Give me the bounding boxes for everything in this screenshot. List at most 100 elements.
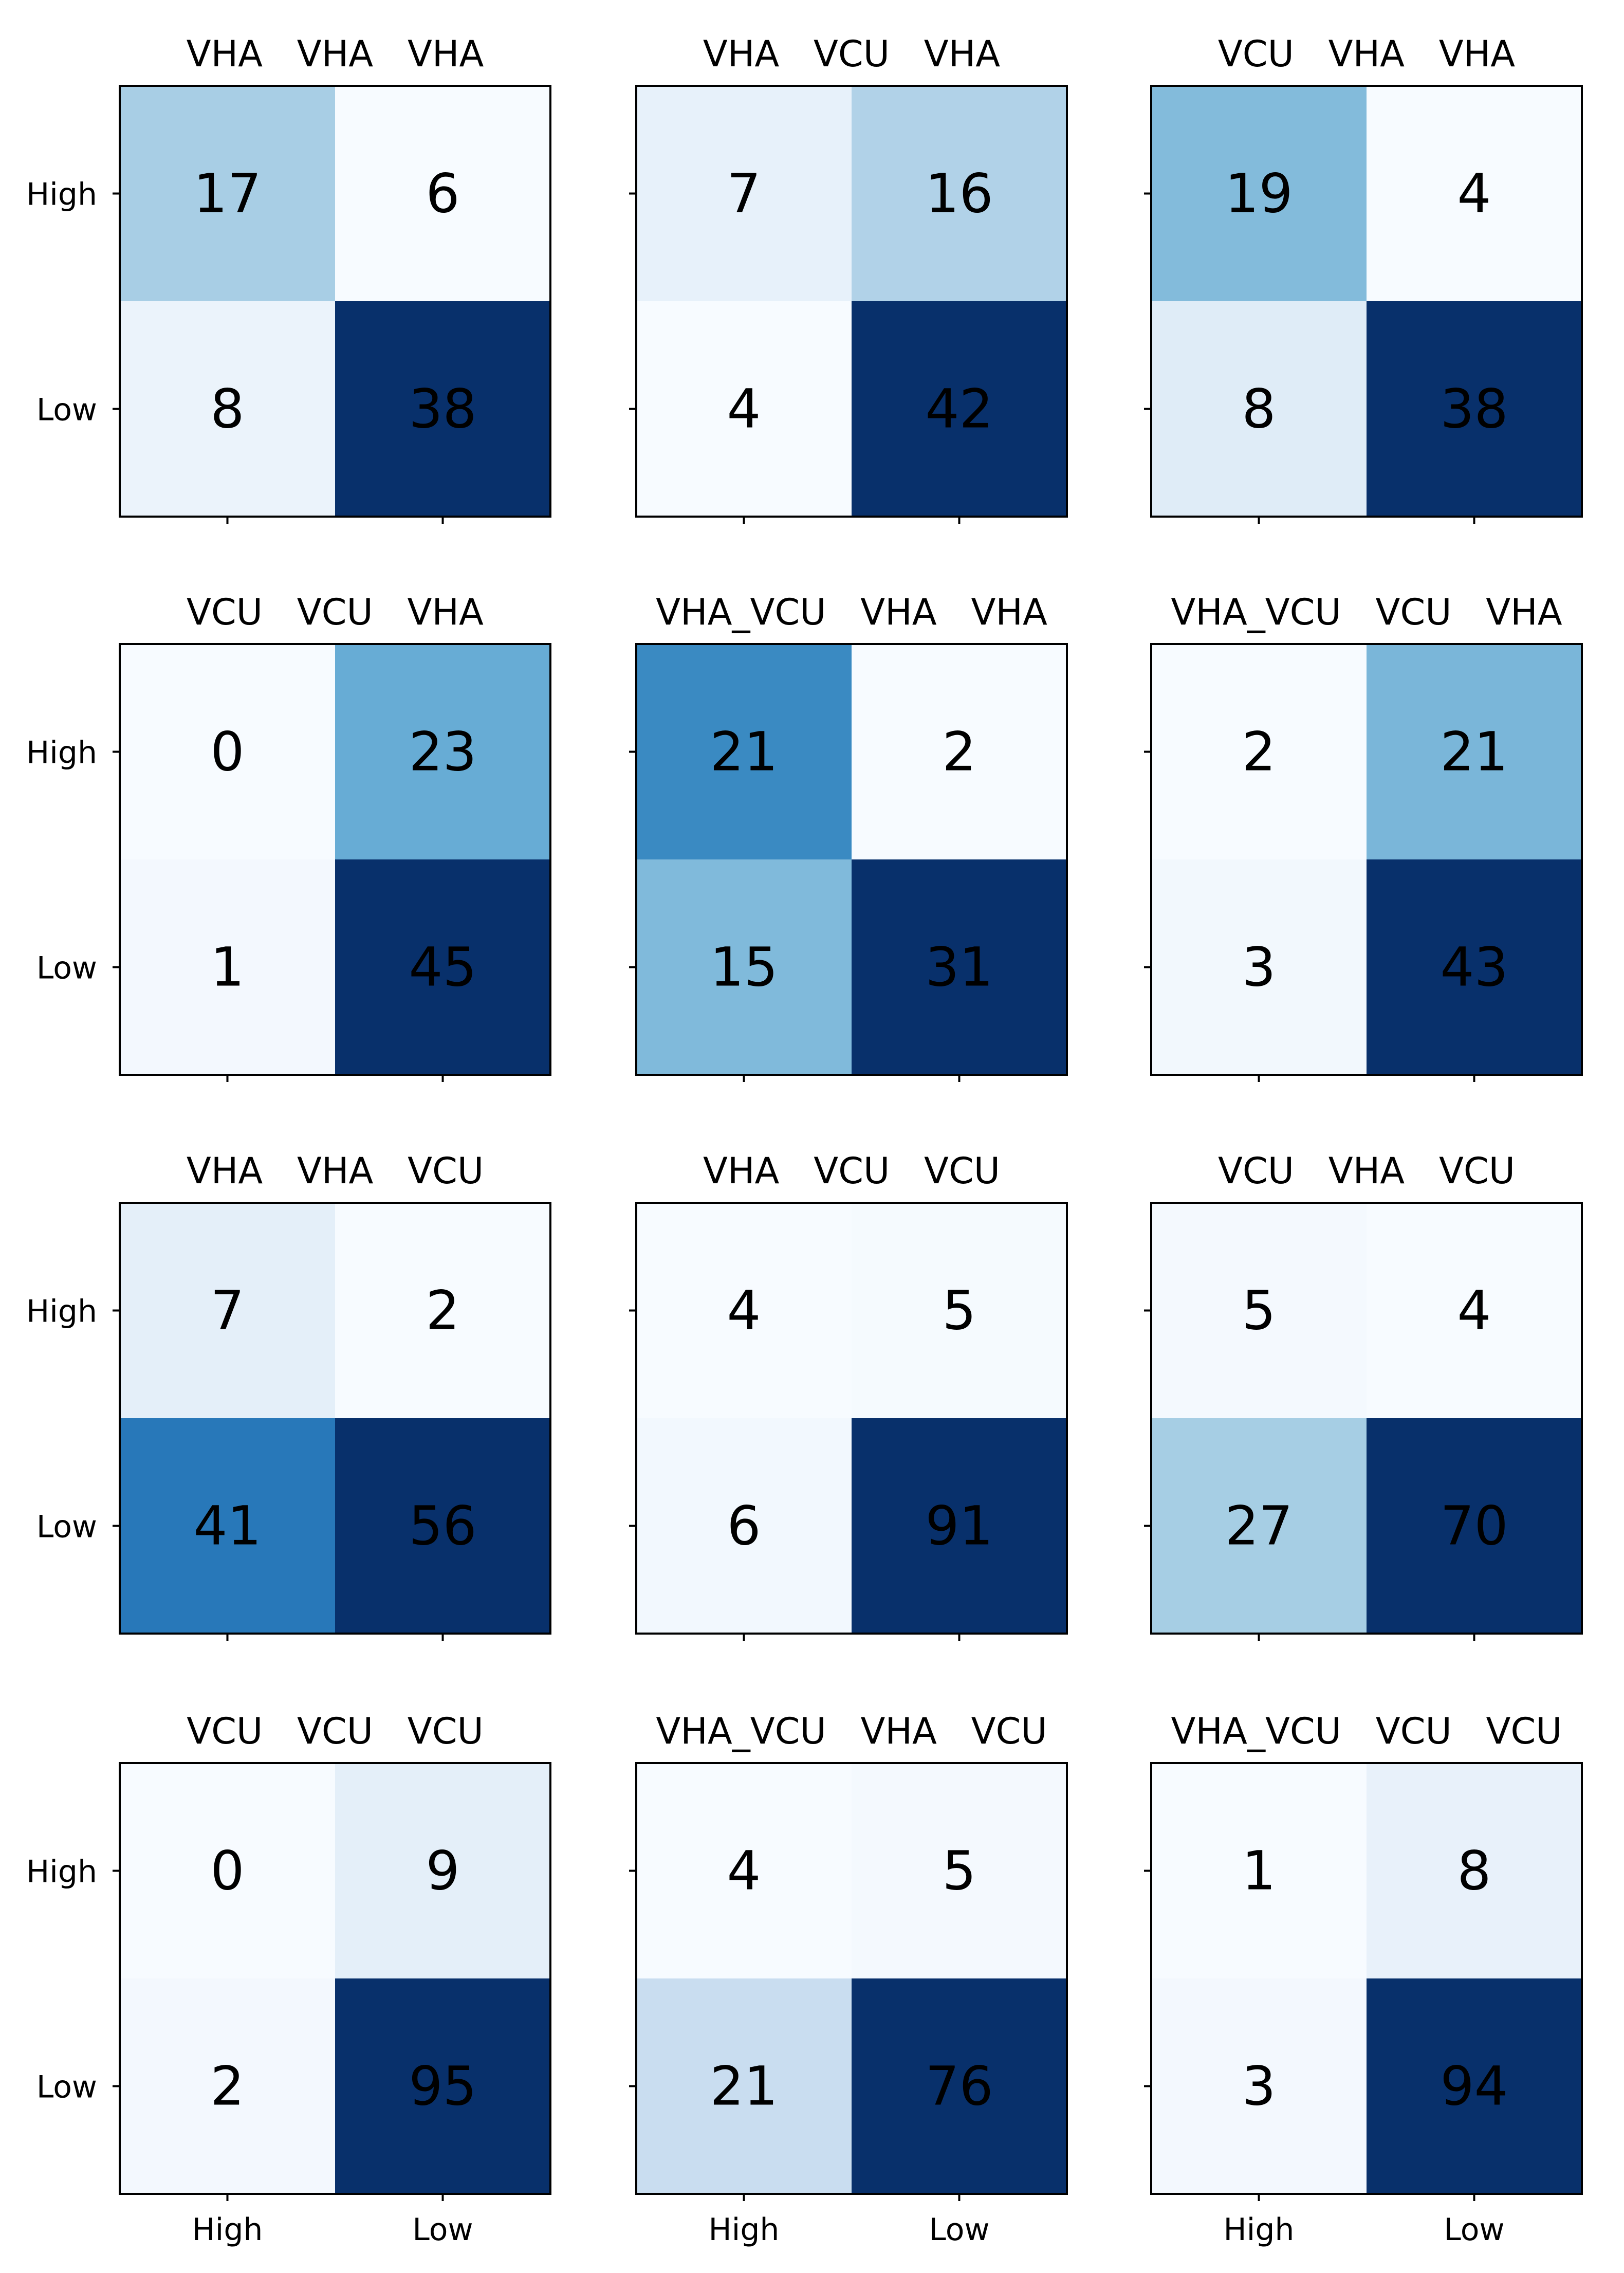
- y-tick-label: Low: [36, 950, 97, 986]
- heatmap-cell: [335, 1763, 550, 1978]
- cell-value-label: 7: [727, 162, 761, 225]
- heatmap-cell: [852, 301, 1067, 517]
- cell-value-label: 8: [210, 378, 244, 441]
- heatmap-cell: [335, 301, 550, 517]
- cell-value-label: 91: [925, 1495, 993, 1557]
- cell-value-label: 31: [925, 936, 993, 999]
- heatmap-cell: [636, 1978, 852, 2194]
- cell-value-label: 23: [409, 721, 476, 783]
- y-tick-label: High: [26, 735, 97, 771]
- panel-title: VHA VHA VCU: [187, 1150, 484, 1192]
- heatmap-cell: [1367, 1978, 1582, 2194]
- y-tick-label: Low: [36, 392, 97, 428]
- x-tick-label: Low: [929, 2212, 989, 2248]
- cell-value-label: 56: [409, 1495, 476, 1557]
- cell-value-label: 8: [1242, 378, 1276, 441]
- heatmap-cell: [636, 301, 852, 517]
- x-tick-label: High: [192, 2212, 263, 2248]
- heatmap-frame: [635, 1202, 1068, 1635]
- heatmap-cell: [1367, 1203, 1582, 1418]
- heatmap-cell: [120, 301, 335, 517]
- cell-value-label: 4: [1457, 162, 1491, 225]
- cell-value-label: 21: [710, 721, 778, 783]
- cell-value-label: 38: [409, 378, 476, 441]
- cell-value-label: 15: [710, 936, 778, 999]
- heatmap-cell: [1367, 859, 1582, 1075]
- cell-value-label: 2: [1242, 721, 1276, 783]
- heatmap-cell: [1151, 1418, 1367, 1634]
- heatmap-cell: [335, 86, 550, 301]
- heatmap-cell: [852, 1763, 1067, 1978]
- confusion-matrix-panel: VHA_VCU VHA VCU 4 5 21 76 High Low: [629, 1710, 1068, 2248]
- panel-title: VHA_VCU VHA VHA: [656, 591, 1047, 633]
- heatmap-cell: [852, 1978, 1067, 2194]
- heatmap-cell: [852, 1418, 1067, 1634]
- heatmap-cell: [335, 644, 550, 859]
- x-tick-label: High: [1224, 2212, 1295, 2248]
- y-tick-label: High: [26, 1294, 97, 1330]
- confusion-matrix-panel: VHA_VCU VCU VCU 1 8 3 94 High Low: [1144, 1710, 1583, 2248]
- cell-value-label: 0: [210, 1840, 244, 1902]
- cell-value-label: 3: [1242, 936, 1276, 999]
- heatmap-frame: [119, 85, 551, 518]
- heatmap-frame: [1150, 1762, 1583, 2195]
- heatmap-cell: [1367, 301, 1582, 517]
- heatmap-cell: [636, 859, 852, 1075]
- heatmap-cell: [120, 1978, 335, 2194]
- heatmap-cell: [852, 644, 1067, 859]
- heatmap-cell: [335, 1418, 550, 1634]
- heatmap-cell: [1367, 86, 1582, 301]
- heatmap-cell: [1367, 1418, 1582, 1634]
- y-tick-label: High: [26, 1854, 97, 1890]
- heatmap-cell: [1151, 1763, 1367, 1978]
- heatmap-cell: [120, 1418, 335, 1634]
- confusion-matrix-panel: VHA VCU VHA 7 16 4 42: [629, 33, 1068, 524]
- cell-value-label: 4: [1457, 1279, 1491, 1342]
- heatmap-cell: [1367, 1763, 1582, 1978]
- heatmap-cell: [335, 1978, 550, 2194]
- y-tick-label: Low: [36, 2069, 97, 2105]
- cell-value-label: 19: [1225, 162, 1293, 225]
- y-tick-label: Low: [36, 1509, 97, 1545]
- heatmap-cell: [335, 859, 550, 1075]
- confusion-matrix-panel: VCU VHA VCU 5 4 27 70: [1144, 1150, 1583, 1641]
- cell-value-label: 17: [193, 162, 261, 225]
- heatmap-cell: [636, 1763, 852, 1978]
- cell-value-label: 76: [925, 2055, 993, 2118]
- cell-value-label: 70: [1440, 1495, 1508, 1557]
- confusion-matrix-panel: VHA VHA VCU 7 2 41 56 High Low: [26, 1150, 551, 1641]
- heatmap-cell: [120, 1203, 335, 1418]
- heatmap-cell: [1151, 859, 1367, 1075]
- cell-value-label: 8: [1457, 1840, 1491, 1902]
- cell-value-label: 0: [210, 721, 244, 783]
- heatmap-frame: [119, 643, 551, 1076]
- cell-value-label: 21: [1440, 721, 1508, 783]
- cell-value-label: 21: [710, 2055, 778, 2118]
- panel-title: VHA VCU VHA: [703, 33, 1000, 75]
- cell-value-label: 2: [942, 721, 976, 783]
- cell-value-label: 5: [1242, 1279, 1276, 1342]
- cell-value-label: 6: [727, 1495, 761, 1557]
- cell-value-label: 7: [210, 1279, 244, 1342]
- heatmap-frame: [1150, 643, 1583, 1076]
- cell-value-label: 1: [210, 936, 244, 999]
- cell-value-label: 6: [426, 162, 459, 225]
- x-tick-label: Low: [1444, 2212, 1504, 2248]
- cell-value-label: 16: [925, 162, 993, 225]
- panel-title: VHA VCU VCU: [703, 1150, 1000, 1192]
- y-tick-label: High: [26, 177, 97, 213]
- cell-value-label: 94: [1440, 2055, 1508, 2118]
- confusion-matrix-panel: VCU VCU VHA 0 23 1 45 High Low: [26, 591, 551, 1082]
- heatmap-frame: [1150, 1202, 1583, 1635]
- heatmap-frame: [119, 1762, 551, 2195]
- heatmap-cell: [852, 1203, 1067, 1418]
- cell-value-label: 5: [942, 1279, 976, 1342]
- cell-value-label: 9: [426, 1840, 459, 1902]
- heatmap-cell: [852, 859, 1067, 1075]
- panel-title: VCU VCU VCU: [187, 1710, 484, 1752]
- heatmap-frame: [1150, 85, 1583, 518]
- heatmap-cell: [1151, 644, 1367, 859]
- cell-value-label: 27: [1225, 1495, 1293, 1557]
- heatmap-cell: [636, 1203, 852, 1418]
